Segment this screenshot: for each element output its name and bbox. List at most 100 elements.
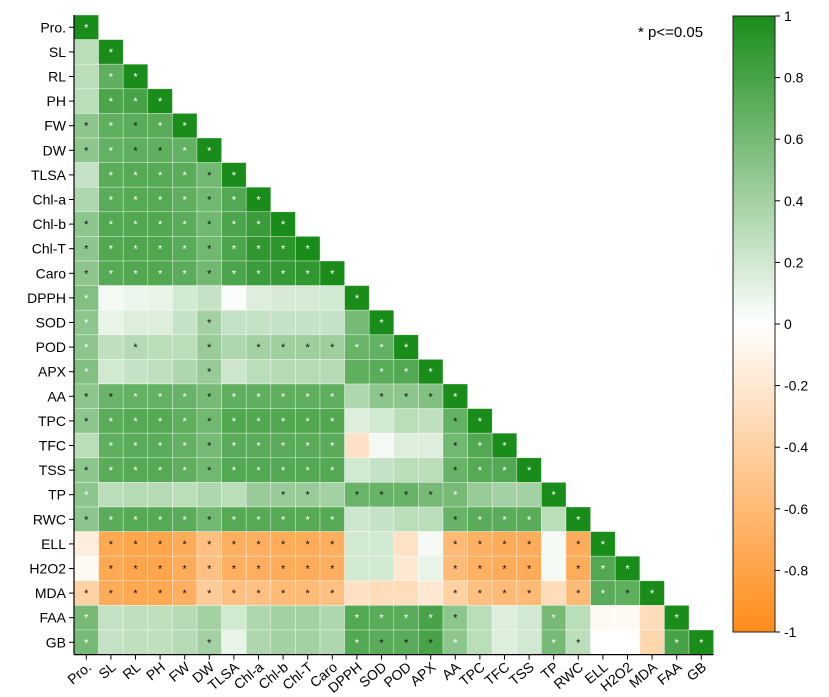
significance-star: * <box>281 539 286 551</box>
significance-star: * <box>478 514 483 526</box>
y-tick-label: SOD <box>36 315 66 331</box>
x-tick-label: FAA <box>654 658 685 688</box>
significance-star: * <box>355 637 360 649</box>
significance-star: * <box>133 391 138 403</box>
heatmap-cell <box>270 605 296 631</box>
significance-star: * <box>232 564 237 576</box>
significance-star: * <box>256 564 261 576</box>
heatmap-cell <box>172 457 198 483</box>
heatmap-cell <box>122 408 149 434</box>
significance-star: * <box>232 514 237 526</box>
significance-star: * <box>379 637 384 649</box>
significance-star: * <box>232 219 237 231</box>
heatmap-cell <box>245 605 272 631</box>
significance-star: * <box>281 268 286 280</box>
significance-star: * <box>306 342 311 354</box>
heatmap-cell <box>196 457 222 483</box>
heatmap-cell <box>221 605 247 631</box>
significance-star: * <box>576 539 581 551</box>
significance-star: * <box>306 268 311 280</box>
y-tick-label: TFC <box>39 438 66 454</box>
significance-star: * <box>84 637 89 649</box>
heatmap-cell <box>122 260 149 286</box>
heatmap-cell <box>147 137 173 163</box>
heatmap-cell <box>270 260 296 286</box>
heatmap-cell <box>196 383 222 409</box>
significance-star: * <box>109 391 114 403</box>
significance-star: * <box>133 416 138 428</box>
heatmap-cell <box>172 359 198 385</box>
significance-star: * <box>133 145 138 157</box>
significance-star: * <box>576 588 581 600</box>
significance-star: * <box>183 588 188 600</box>
significance-star: * <box>256 342 261 354</box>
significance-star: * <box>306 244 311 256</box>
heatmap-cell <box>516 531 542 557</box>
significance-star: * <box>306 514 311 526</box>
colorbar-tick-label: 0.6 <box>784 131 804 147</box>
heatmap-cell <box>245 236 272 262</box>
y-tick-label: SL <box>49 44 66 60</box>
significance-star: * <box>183 391 188 403</box>
heatmap-cell <box>590 580 616 606</box>
significance-star: * <box>453 416 458 428</box>
colorbar-tick-label: -0.2 <box>784 378 808 394</box>
heatmap-cell <box>393 605 419 631</box>
heatmap-cell <box>172 260 198 286</box>
heatmap-cell <box>172 186 198 213</box>
heatmap-cell <box>295 605 321 631</box>
heatmap-cell <box>122 334 149 360</box>
heatmap-cell <box>98 408 124 434</box>
significance-star: * <box>527 465 532 477</box>
significance-star: * <box>453 441 458 453</box>
heatmap-cell <box>393 432 419 459</box>
heatmap-cell <box>172 162 198 188</box>
heatmap-cell <box>295 506 321 532</box>
heatmap-cell <box>98 39 124 65</box>
significance-star: * <box>84 514 89 526</box>
significance-star: * <box>207 195 212 207</box>
heatmap-cell <box>639 605 665 631</box>
heatmap-cell <box>319 506 345 532</box>
colorbar-tick-label: -1 <box>784 624 797 640</box>
heatmap-cell <box>295 309 321 336</box>
heatmap-cell <box>98 359 124 385</box>
heatmap-cell <box>418 383 444 409</box>
heatmap-cell <box>295 383 321 409</box>
heatmap-cell <box>147 555 173 582</box>
y-tick-label: Chl-T <box>32 241 67 257</box>
significance-star: * <box>109 195 114 207</box>
significance-star: * <box>404 613 409 625</box>
heatmap-cell <box>245 482 272 508</box>
significance-star: * <box>207 145 212 157</box>
heatmap-cell <box>319 408 345 434</box>
heatmap-cell <box>344 506 370 532</box>
y-tick-label: DPPH <box>27 290 66 306</box>
significance-star: * <box>429 391 434 403</box>
significance-star: * <box>355 613 360 625</box>
significance-star: * <box>133 564 138 576</box>
heatmap-cell <box>393 408 419 434</box>
significance-star: * <box>453 539 458 551</box>
heatmap-cell <box>368 482 395 508</box>
significance-star: * <box>281 564 286 576</box>
significance-star: * <box>552 613 557 625</box>
heatmap-cell <box>541 580 567 606</box>
colorbar-tick-label: -0.8 <box>784 562 808 578</box>
heatmap-cell <box>368 580 395 606</box>
significance-star: * <box>650 588 655 600</box>
heatmap-cell <box>196 285 222 311</box>
significance-star: * <box>502 441 507 453</box>
y-tick-label: H2O2 <box>29 561 66 577</box>
heatmap-cell <box>98 580 124 606</box>
significance-star: * <box>183 244 188 256</box>
y-tick-label: POD <box>36 339 66 355</box>
significance-star: * <box>429 490 434 502</box>
significance-star: * <box>183 564 188 576</box>
heatmap-cell <box>319 605 345 631</box>
significance-star: * <box>601 564 606 576</box>
heatmap-cell <box>245 432 272 459</box>
heatmap-cell <box>344 408 370 434</box>
heatmap-cell <box>73 162 99 188</box>
significance-star: * <box>453 490 458 502</box>
